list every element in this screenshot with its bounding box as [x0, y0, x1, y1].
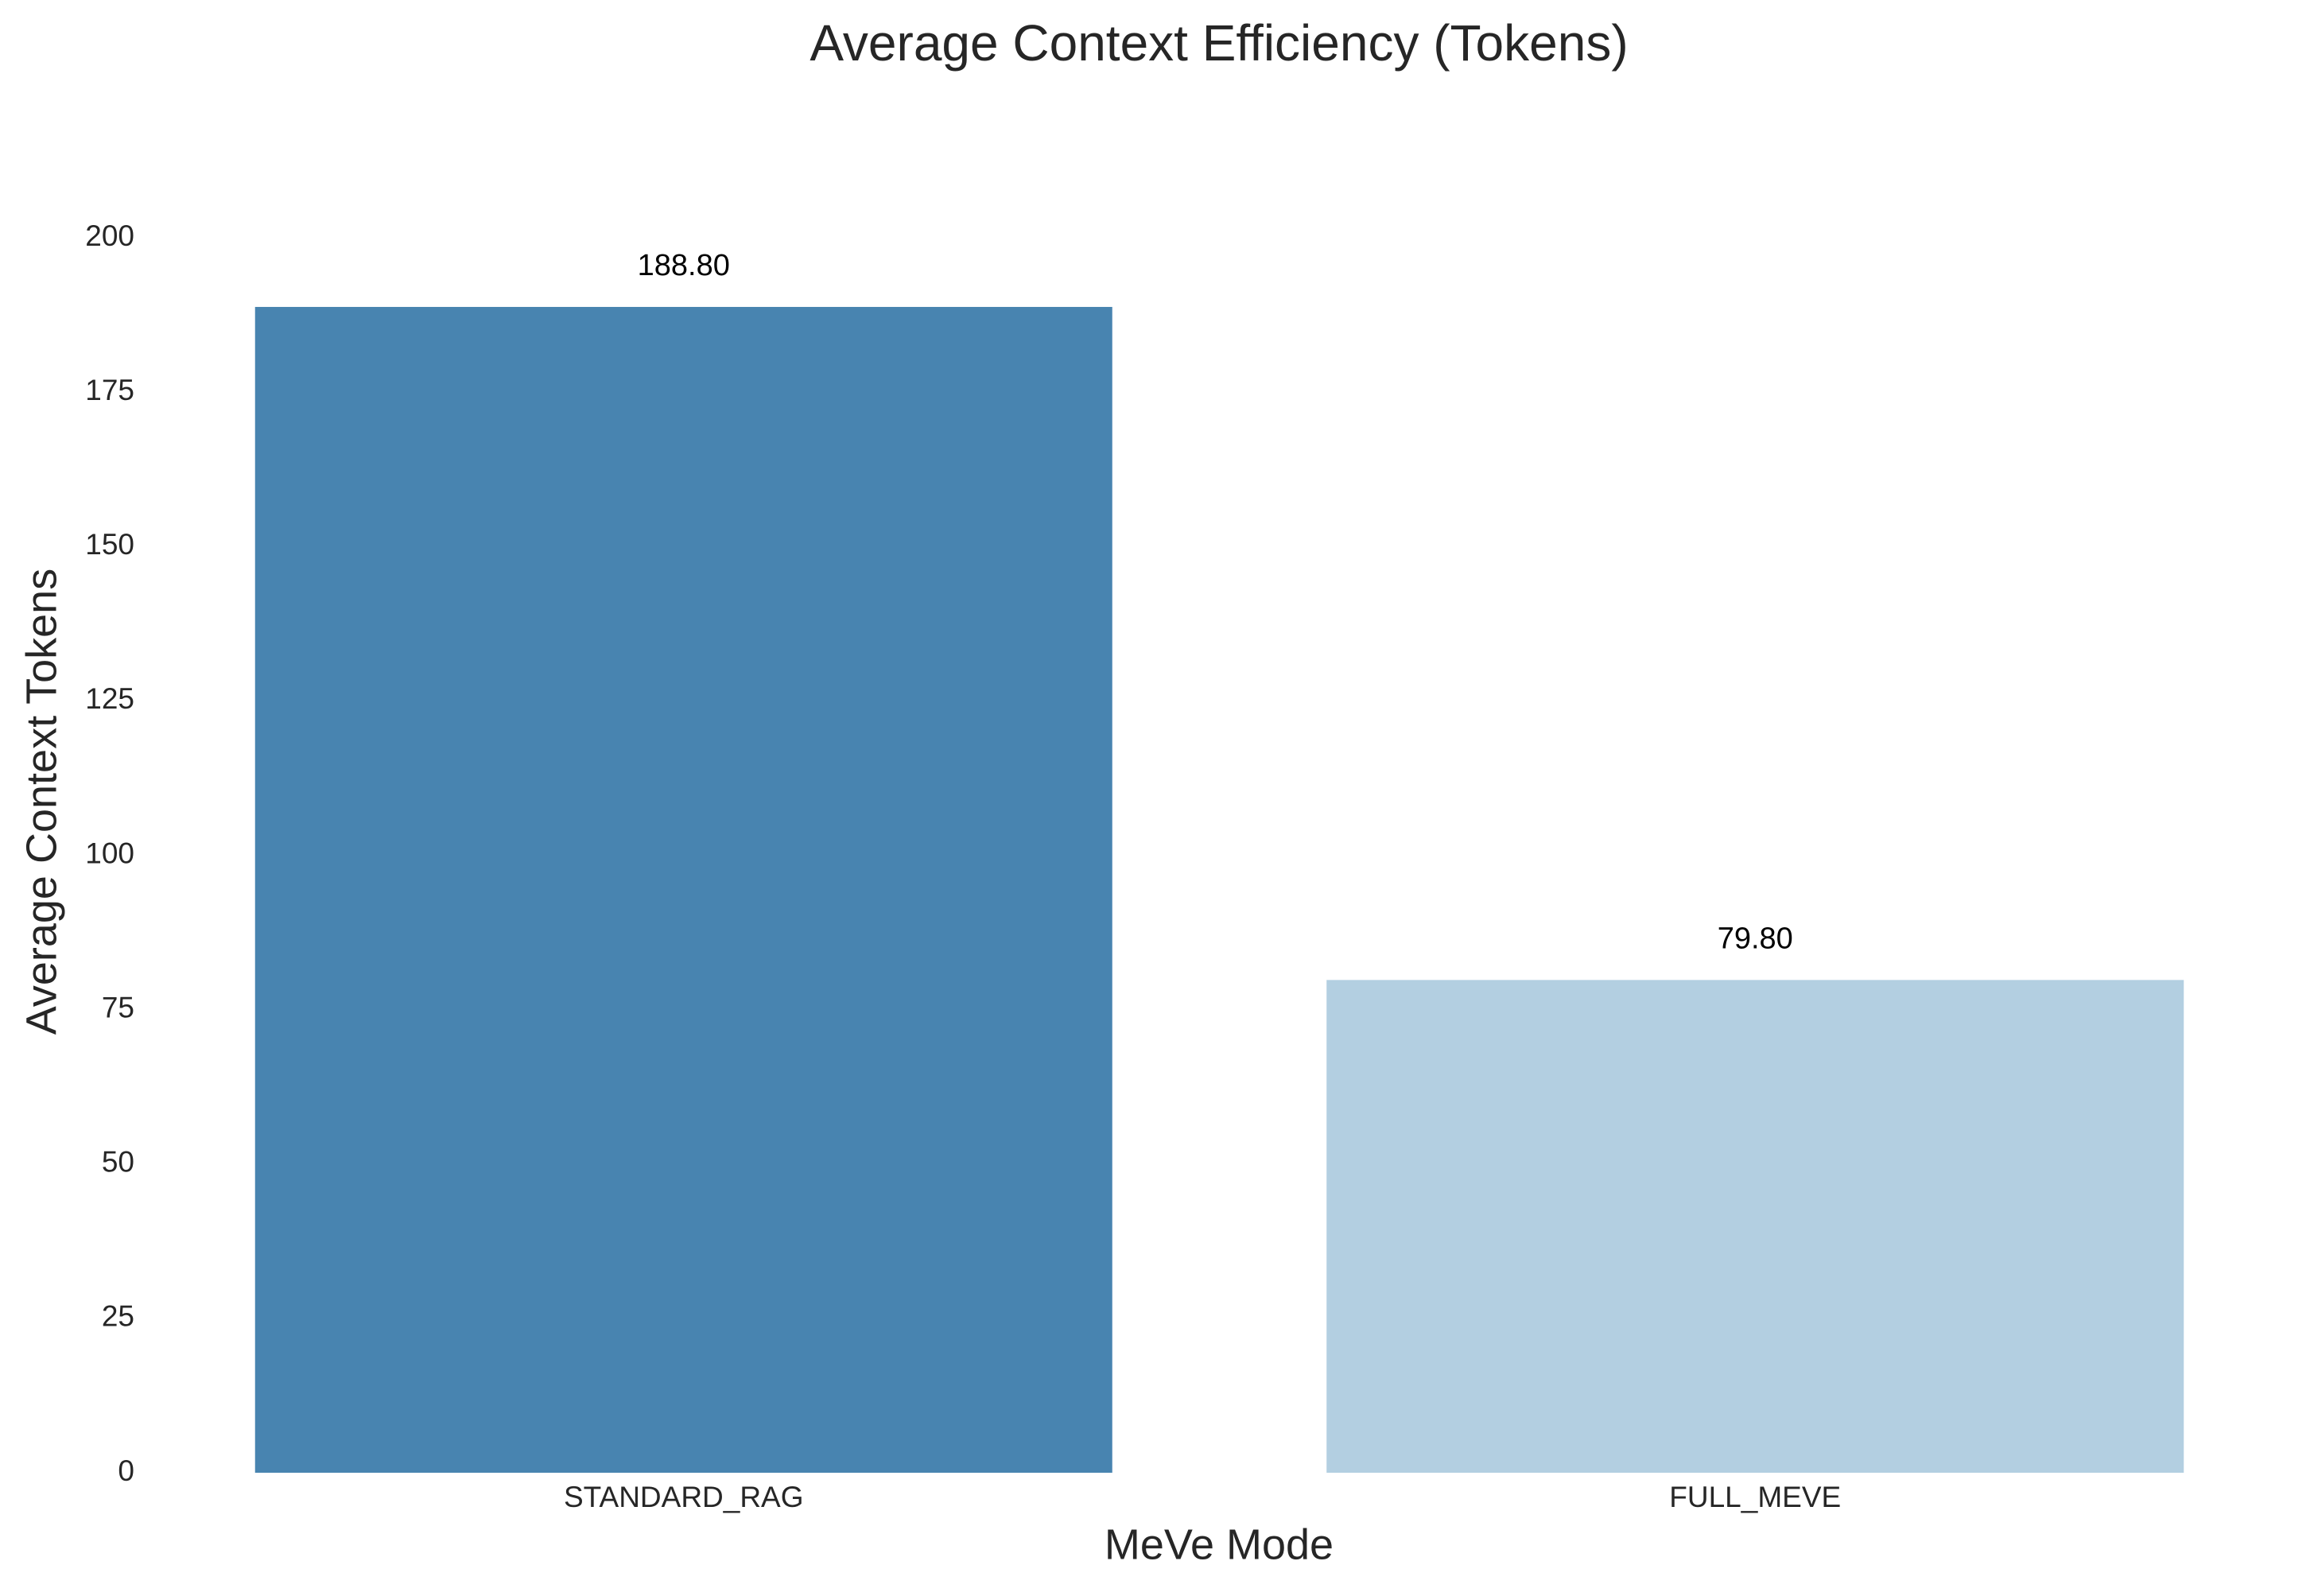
y-tick-label: 150 — [85, 528, 134, 561]
y-tick-label: 75 — [102, 991, 134, 1023]
y-tick-label: 50 — [102, 1146, 134, 1179]
value-label: 188.80 — [638, 249, 730, 282]
bar — [254, 306, 1112, 1473]
chart-title: Average Context Efficiency (Tokens) — [810, 14, 1628, 72]
y-tick-label: 200 — [85, 219, 134, 252]
y-tick-label: 125 — [85, 682, 134, 715]
x-axis-label: MeVe Mode — [1105, 1520, 1334, 1568]
value-label: 79.80 — [1718, 922, 1793, 955]
y-tick-label: 25 — [102, 1300, 134, 1333]
y-tick-label: 175 — [85, 374, 134, 406]
x-tick-label: FULL_MEVE — [1669, 1481, 1841, 1513]
y-tick-label: 0 — [118, 1454, 134, 1487]
y-axis-label: Average Context Tokens — [17, 569, 65, 1035]
x-tick-label: STANDARD_RAG — [564, 1481, 804, 1513]
bar — [1326, 980, 2184, 1473]
y-tick-label: 100 — [85, 837, 134, 869]
